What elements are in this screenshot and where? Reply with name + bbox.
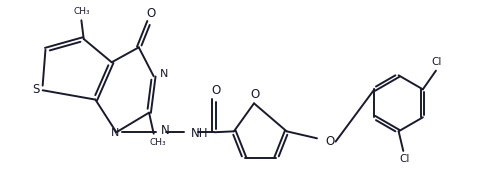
Text: O: O	[211, 84, 220, 97]
Text: O: O	[250, 88, 259, 102]
Text: O: O	[147, 7, 156, 20]
Text: NH: NH	[191, 127, 208, 140]
Text: N: N	[161, 124, 169, 137]
Text: N: N	[111, 128, 120, 138]
Text: S: S	[33, 83, 40, 96]
Text: N: N	[160, 69, 168, 79]
Text: CH₃: CH₃	[73, 7, 90, 16]
Text: Cl: Cl	[432, 57, 442, 67]
Text: Cl: Cl	[399, 154, 410, 164]
Text: O: O	[326, 135, 334, 148]
Text: CH₃: CH₃	[149, 138, 166, 147]
